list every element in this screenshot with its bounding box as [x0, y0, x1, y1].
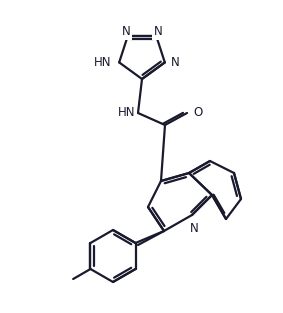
Text: N: N — [121, 25, 130, 38]
Text: N: N — [154, 25, 162, 38]
Text: N: N — [171, 56, 180, 69]
Text: HN: HN — [94, 56, 111, 69]
Text: HN: HN — [117, 106, 135, 120]
Text: O: O — [193, 105, 202, 119]
Text: N: N — [190, 222, 198, 235]
